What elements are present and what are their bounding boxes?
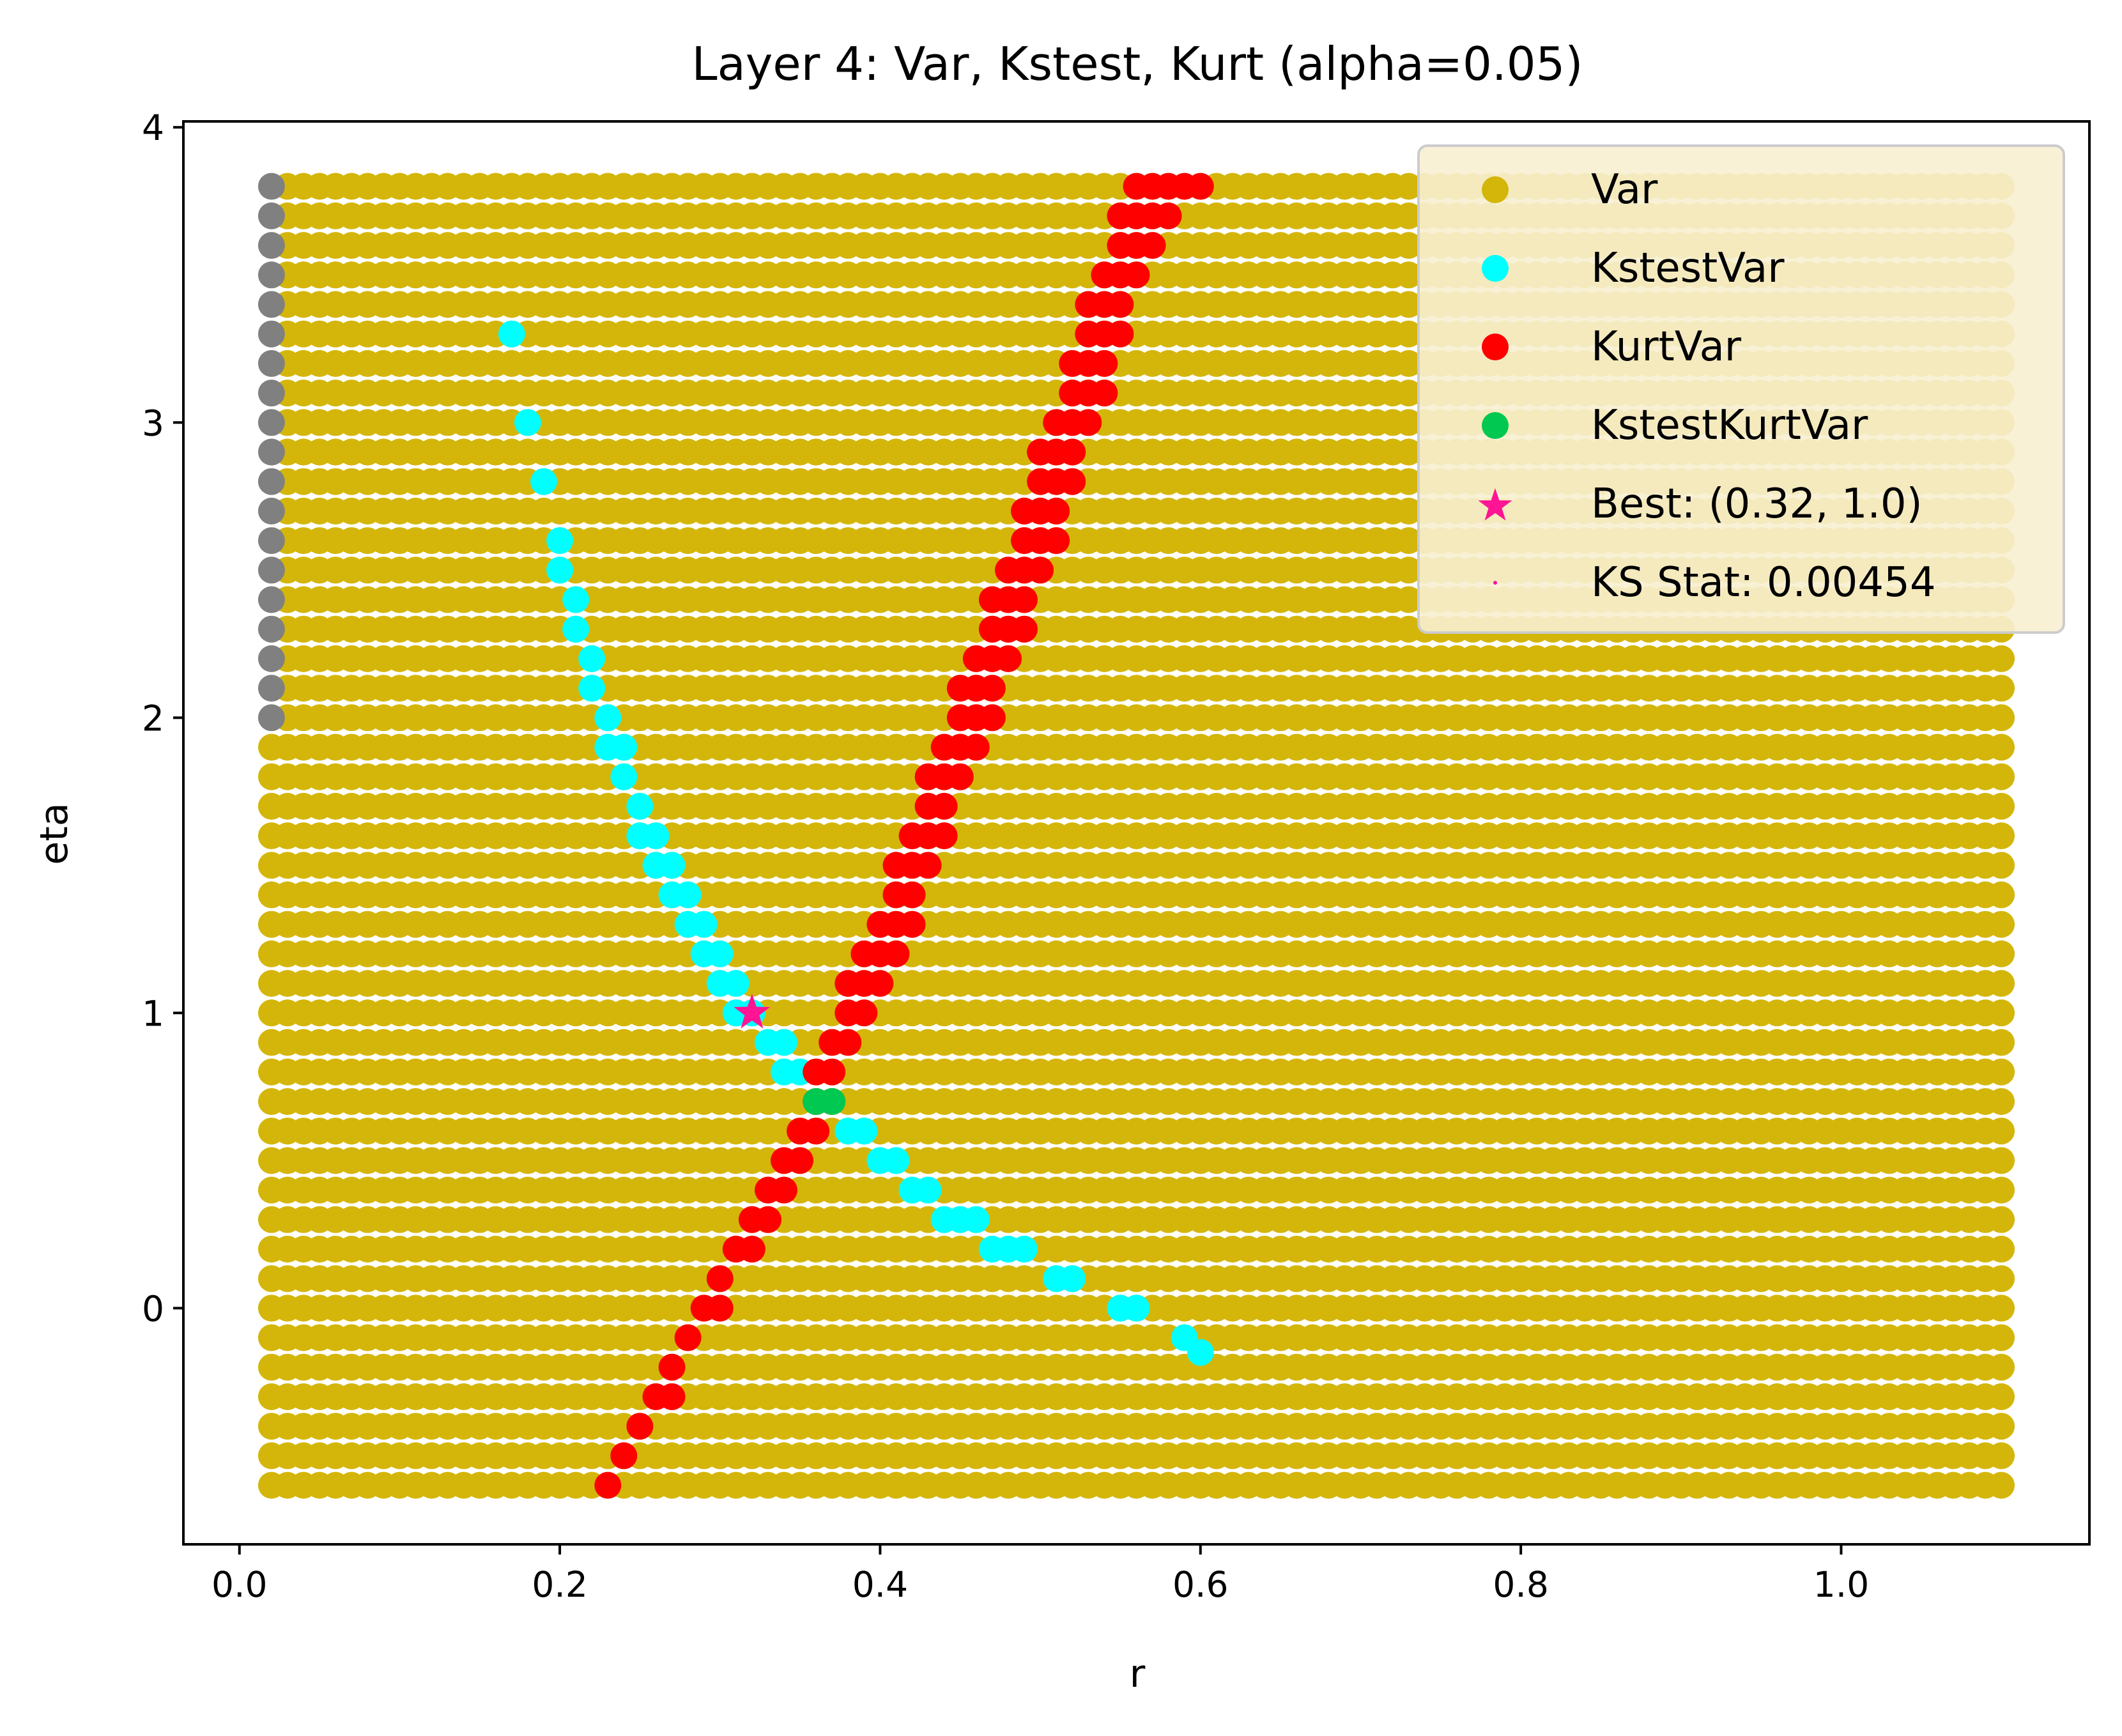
point-var	[1988, 1206, 2015, 1233]
point-var	[1988, 1471, 2015, 1499]
point-gray	[258, 645, 285, 672]
point-kurtvar	[755, 1206, 781, 1233]
point-gray	[258, 261, 285, 289]
point-kurtvar	[658, 1353, 686, 1381]
point-kurtvar	[819, 1058, 846, 1086]
point-kurtvar	[882, 940, 910, 967]
point-kstestvar	[658, 852, 686, 879]
point-kurtvar	[610, 1442, 638, 1470]
point-kstestvar	[642, 822, 670, 850]
point-var	[1988, 1236, 2015, 1263]
point-gray	[258, 497, 285, 525]
point-var	[1988, 852, 2015, 879]
point-kurtvar	[706, 1294, 734, 1322]
point-gray	[258, 409, 285, 436]
point-gray	[258, 202, 285, 229]
point-gray	[258, 557, 285, 584]
point-kstestvar	[498, 320, 525, 348]
point-kurtvar	[626, 1413, 654, 1440]
point-kstestvar	[626, 792, 654, 820]
point-gray	[258, 291, 285, 318]
point-kstestvar	[850, 1118, 878, 1145]
point-kstestvar	[882, 1147, 910, 1174]
point-kurtvar	[850, 999, 878, 1027]
point-gray	[258, 350, 285, 377]
chart-title: Layer 4: Var, Kstest, Kurt (alpha=0.05)	[692, 37, 1583, 91]
point-kurtvar	[803, 1118, 830, 1145]
point-gray	[258, 615, 285, 643]
series-unlabeled-gray	[258, 173, 285, 732]
point-var	[1988, 1058, 2015, 1086]
point-gray	[258, 527, 285, 555]
point-kurtvar	[706, 1265, 734, 1293]
point-var	[1988, 1088, 2015, 1115]
point-kstestvar	[706, 940, 734, 967]
point-var	[1988, 1176, 2015, 1204]
point-var	[1988, 999, 2015, 1027]
point-kstestvar	[578, 645, 606, 672]
point-kstestvar	[610, 763, 638, 790]
point-kstestvar	[914, 1176, 942, 1204]
point-kurtvar	[594, 1471, 622, 1499]
point-var	[1988, 763, 2015, 790]
point-var	[1988, 881, 2015, 909]
point-kurtvar	[898, 910, 926, 938]
point-var	[1988, 1294, 2015, 1322]
point-var	[1988, 1413, 2015, 1440]
point-var	[1988, 1383, 2015, 1410]
point-var	[1988, 1353, 2015, 1381]
point-kstestvar	[546, 527, 574, 555]
point-var	[1988, 1324, 2015, 1351]
point-gray	[258, 232, 285, 259]
point-kstestvar	[1123, 1294, 1150, 1322]
point-kurtvar	[674, 1324, 702, 1351]
point-kurtvar	[866, 970, 894, 997]
point-gray	[258, 173, 285, 200]
point-var	[1988, 822, 2015, 850]
point-var	[1988, 1118, 2015, 1145]
point-var	[1988, 792, 2015, 820]
point-kstestvar	[514, 409, 541, 436]
point-var	[1988, 675, 2015, 702]
point-kstestvar	[690, 910, 718, 938]
point-kstestvar	[1187, 1339, 1214, 1366]
point-var	[1988, 1147, 2015, 1174]
point-kurtvar	[787, 1147, 814, 1174]
point-kstestvar	[578, 675, 606, 702]
point-kstestvar	[530, 468, 557, 495]
point-gray	[258, 586, 285, 613]
series-kstestvar	[498, 320, 1214, 1366]
point-kstestvar	[722, 970, 750, 997]
point-var	[1988, 1265, 2015, 1293]
point-kurtvar	[658, 1383, 686, 1410]
point-var	[1988, 734, 2015, 761]
point-kstestvar	[546, 557, 574, 584]
point-kstestvar	[674, 881, 702, 909]
point-var	[1988, 970, 2015, 997]
point-kstestvar	[594, 704, 622, 732]
point-var	[1988, 940, 2015, 967]
point-kstestvar	[1059, 1265, 1086, 1293]
point-gray	[258, 380, 285, 407]
point-gray	[258, 704, 285, 732]
point-kstestvar	[610, 734, 638, 761]
point-gray	[258, 468, 285, 495]
point-gray	[258, 438, 285, 466]
point-var	[1988, 645, 2015, 672]
point-kstestvar	[771, 1029, 797, 1056]
point-gray	[258, 675, 285, 702]
point-kurtvar	[834, 1029, 862, 1056]
point-kurtvar	[771, 1176, 797, 1204]
point-var	[1988, 1442, 2015, 1470]
point-kstestvar	[562, 586, 590, 613]
point-var	[1988, 1029, 2015, 1056]
point-kstestvar	[962, 1206, 990, 1233]
point-var	[1988, 910, 2015, 938]
point-kstestvar	[562, 615, 590, 643]
point-gray	[258, 320, 285, 348]
point-kstestvar	[1011, 1236, 1038, 1263]
point-var	[1988, 704, 2015, 732]
point-kurtvar	[738, 1236, 765, 1263]
